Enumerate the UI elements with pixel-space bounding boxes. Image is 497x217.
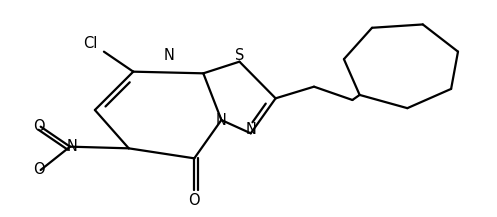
Text: Cl: Cl <box>83 36 97 51</box>
Text: N: N <box>246 123 256 138</box>
Text: N: N <box>216 113 227 128</box>
Text: N: N <box>164 48 175 62</box>
Text: S: S <box>235 48 244 62</box>
Text: N: N <box>67 139 78 154</box>
Text: O: O <box>33 119 44 134</box>
Text: O: O <box>33 163 44 178</box>
Text: O: O <box>188 193 200 208</box>
